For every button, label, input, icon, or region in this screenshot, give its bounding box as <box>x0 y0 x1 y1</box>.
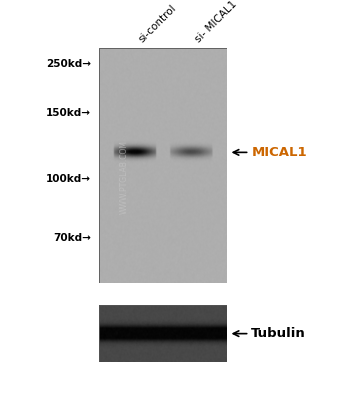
Text: WWW.PTGLAB.COM: WWW.PTGLAB.COM <box>119 140 128 214</box>
Text: Tubulin: Tubulin <box>251 327 306 340</box>
Text: 250kd→: 250kd→ <box>46 59 91 69</box>
Text: si-control: si-control <box>137 3 178 44</box>
Text: 100kd→: 100kd→ <box>46 175 91 185</box>
Text: si- MICAL1: si- MICAL1 <box>193 0 238 44</box>
Text: MICAL1: MICAL1 <box>251 146 307 159</box>
Text: 150kd→: 150kd→ <box>46 109 91 118</box>
Text: 70kd→: 70kd→ <box>53 233 91 244</box>
